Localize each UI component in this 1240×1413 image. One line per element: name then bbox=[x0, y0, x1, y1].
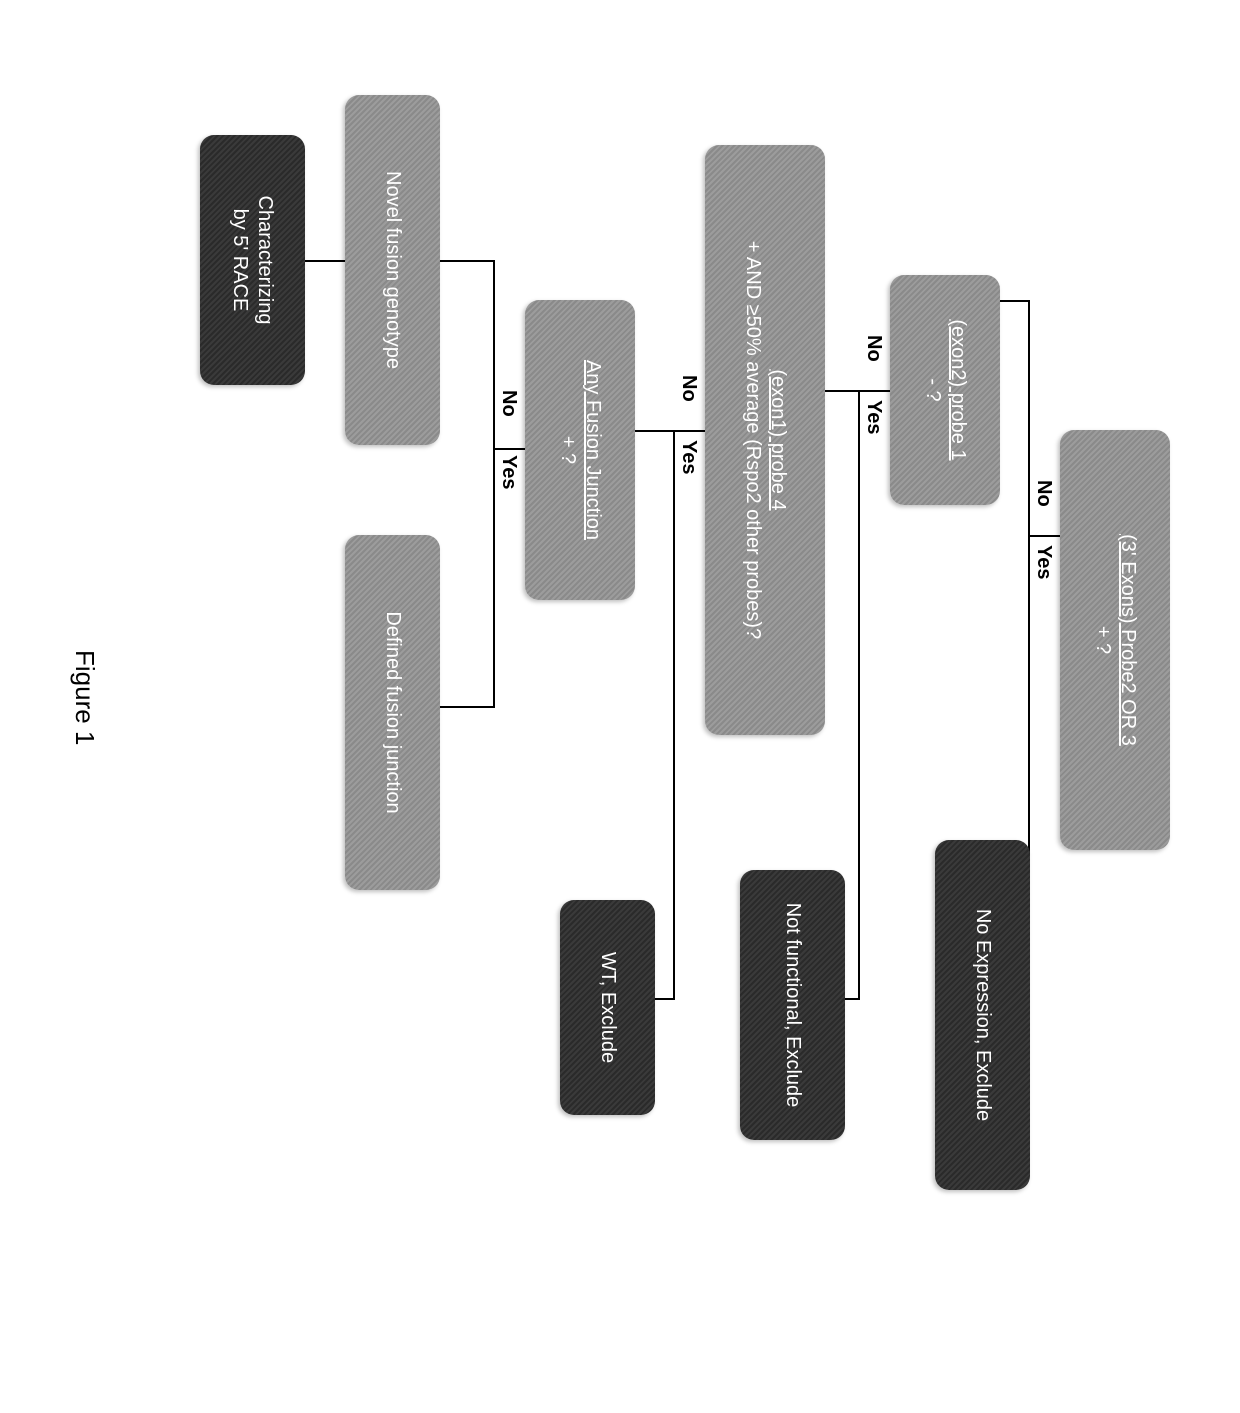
lbl-no3: No bbox=[677, 375, 700, 402]
node-probe23-l1: (3' Exons) Probe2 OR 3 bbox=[1117, 534, 1139, 746]
connector-line bbox=[1028, 535, 1060, 537]
connector-line bbox=[858, 390, 890, 392]
node-notfunc-text: Not functional, Exclude bbox=[780, 903, 805, 1108]
lbl-yes3: Yes bbox=[677, 440, 700, 474]
node-anyjunc: Any Fusion Junction + ? bbox=[525, 300, 635, 600]
connector-line bbox=[635, 430, 675, 432]
node-defined-text: Defined fusion junction bbox=[380, 611, 405, 813]
connector-line bbox=[825, 390, 860, 392]
node-wtexcl: WT, Exclude bbox=[560, 900, 655, 1115]
lbl-yes4: Yes bbox=[497, 455, 520, 489]
lbl-no4: No bbox=[497, 390, 520, 417]
connector-line bbox=[440, 706, 495, 708]
connector-line bbox=[493, 448, 525, 450]
connector-line bbox=[305, 260, 345, 262]
node-probe23-l2: + ? bbox=[1092, 626, 1114, 654]
node-charact-l1: Characterizing bbox=[255, 196, 277, 325]
node-exon1-pre: + AND ≥50% average ( bbox=[742, 241, 764, 446]
flowchart-stage: (3' Exons) Probe2 OR 3 + ? (exon2) probe… bbox=[0, 0, 1240, 1240]
node-exon2: (exon2) probe 1 - ? bbox=[890, 275, 1000, 505]
connector-line bbox=[1000, 300, 1030, 302]
node-noexpr: No Expression, Exclude bbox=[935, 840, 1030, 1190]
lbl-no2: No bbox=[862, 335, 885, 362]
connector-line bbox=[673, 430, 675, 1000]
lbl-no1: No bbox=[1032, 480, 1055, 507]
node-exon1: (exon1) probe 4 + AND ≥50% average (Rspo… bbox=[705, 145, 825, 735]
node-charact: Characterizing by 5' RACE bbox=[200, 135, 305, 385]
connector-line bbox=[1028, 300, 1030, 537]
lbl-yes2: Yes bbox=[862, 400, 885, 434]
node-notfunc: Not functional, Exclude bbox=[740, 870, 845, 1140]
lbl-yes1: Yes bbox=[1032, 545, 1055, 579]
node-exon2-l2: - ? bbox=[922, 378, 944, 401]
node-exon1-suf: Rspo2 other probes)? bbox=[742, 446, 764, 639]
connector-line bbox=[655, 998, 675, 1000]
node-defined: Defined fusion junction bbox=[345, 535, 440, 890]
connector-line bbox=[858, 390, 860, 1000]
connector-line bbox=[440, 260, 495, 262]
figure-caption: Figure 1 bbox=[69, 650, 100, 745]
node-noexpr-text: No Expression, Exclude bbox=[970, 909, 995, 1121]
node-novel: Novel fusion genotype bbox=[345, 95, 440, 445]
node-anyjunc-l1: Any Fusion Junction bbox=[582, 360, 604, 540]
node-probe23: (3' Exons) Probe2 OR 3 + ? bbox=[1060, 430, 1170, 850]
node-exon1-u: (exon1) probe 4 bbox=[767, 369, 789, 510]
connector-line bbox=[673, 430, 705, 432]
node-wtexcl-text: WT, Exclude bbox=[595, 952, 620, 1063]
node-anyjunc-l2: + ? bbox=[557, 436, 579, 464]
node-novel-text: Novel fusion genotype bbox=[380, 171, 405, 369]
connector-line bbox=[845, 998, 860, 1000]
connector-line bbox=[493, 260, 495, 450]
node-charact-l2: by 5' RACE bbox=[230, 209, 252, 312]
connector-line bbox=[493, 448, 495, 708]
node-exon2-l1: (exon2) probe 1 bbox=[947, 319, 969, 460]
